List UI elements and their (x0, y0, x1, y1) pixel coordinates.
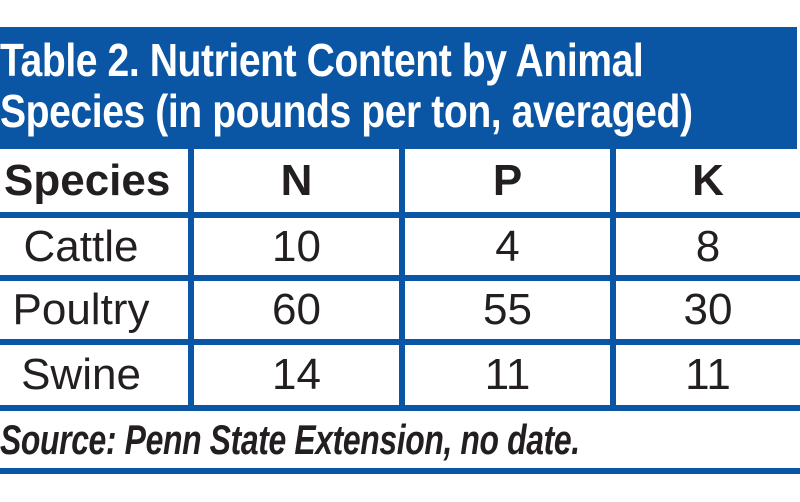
nutrient-table: Species N P K Cattle 10 4 8 Poultry 60 5… (0, 149, 800, 474)
column-header-species: Species (0, 149, 194, 212)
table-title-line-1: Table 2. Nutrient Content by Animal (0, 34, 644, 86)
cell-species: Poultry (0, 281, 194, 339)
cell-n-value: 10 (194, 218, 405, 275)
cell-p-value: 11 (405, 345, 616, 405)
cell-species: Cattle (0, 218, 194, 275)
table-title-line-2: Species (in pounds per ton, averaged) (0, 85, 693, 137)
table-row-poultry: Poultry 60 55 30 (0, 281, 800, 345)
cell-p-value: 4 (405, 218, 616, 275)
source-citation: Source: Penn State Extension, no date. (0, 415, 580, 463)
cell-n-value: 14 (194, 345, 405, 405)
table-row-swine: Swine 14 11 11 (0, 345, 800, 411)
table-header-row: Species N P K (0, 149, 800, 218)
cell-k-value: 30 (683, 285, 733, 334)
column-header-n: N (194, 149, 405, 212)
table-title: Table 2. Nutrient Content by Animal Spec… (0, 27, 693, 137)
cell-n-value: 60 (194, 281, 405, 339)
table-row-cattle: Cattle 10 4 8 (0, 218, 800, 281)
cell-p-value: 55 (405, 281, 616, 339)
cell-k-value: 8 (695, 221, 721, 271)
cell-k-value: 11 (685, 350, 731, 399)
cell-species: Swine (0, 345, 194, 405)
table-title-band: Table 2. Nutrient Content by Animal Spec… (0, 27, 797, 149)
table-source-row: Source: Penn State Extension, no date. (0, 411, 800, 474)
column-header-p: P (405, 149, 616, 212)
column-header-k: K (692, 155, 724, 205)
